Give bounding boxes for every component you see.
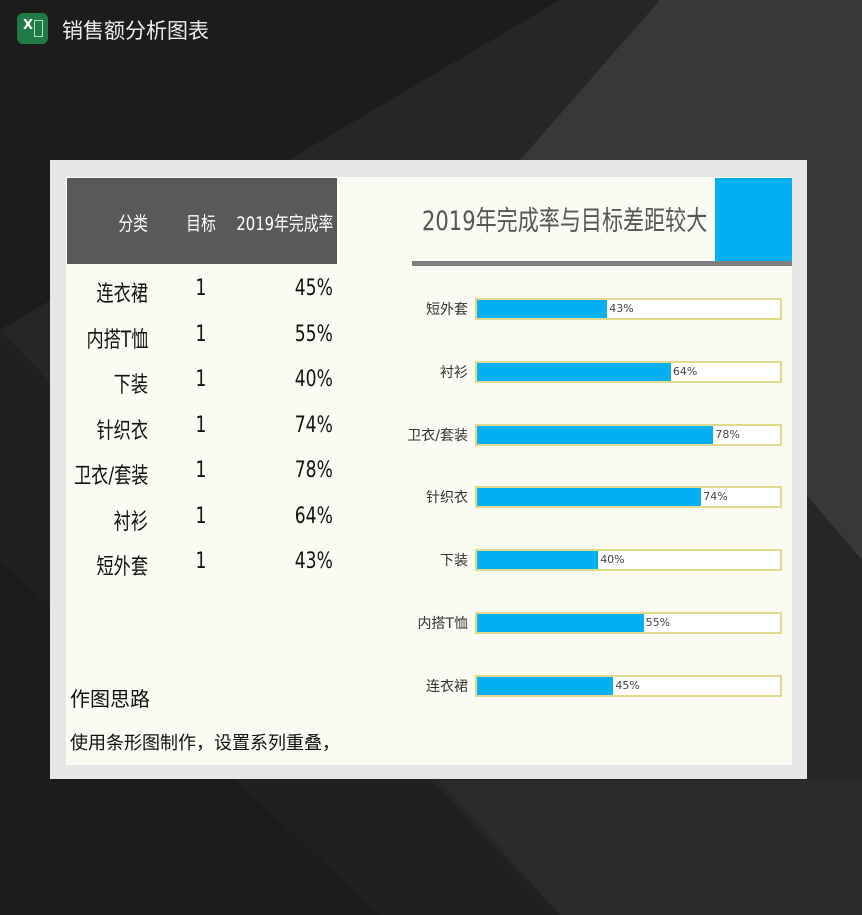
target-bar: 55% bbox=[475, 612, 782, 634]
cell-category: 内搭T恤 bbox=[86, 327, 148, 353]
bar-value-label: 78% bbox=[715, 427, 740, 441]
bar-category-label: 短外套 bbox=[426, 302, 468, 318]
target-bar: 74% bbox=[475, 486, 782, 509]
target-bar: 45% bbox=[475, 674, 782, 697]
notes-heading: 作图思路 bbox=[70, 687, 150, 711]
target-bar: 43% bbox=[475, 298, 782, 320]
cell-rate: 43% bbox=[294, 549, 333, 574]
rate-bar bbox=[477, 300, 608, 318]
cell-target: 1 bbox=[195, 321, 207, 347]
cell-target: 1 bbox=[195, 276, 207, 301]
bar-category-label: 下装 bbox=[440, 553, 468, 570]
rate-bar bbox=[477, 676, 614, 695]
target-bar: 40% bbox=[475, 549, 782, 572]
sheet-content: 分类 目标 2019年完成率 连衣裙 1 45% 内搭T恤 1 55% 下装 1 40% 针织衣 1… bbox=[66, 177, 792, 765]
table-row: 针织衣 1 74% bbox=[67, 413, 337, 453]
rate-bar bbox=[477, 551, 599, 570]
chart-title: 2019年完成率与目标差距较大 bbox=[422, 206, 708, 237]
bar-category-label: 卫衣/套装 bbox=[407, 427, 468, 444]
excel-icon: X bbox=[17, 13, 48, 44]
bar-category-label: 衬衫 bbox=[440, 364, 468, 381]
bar-value-label: 74% bbox=[703, 490, 728, 504]
target-bar: 64% bbox=[475, 360, 782, 383]
rate-bar bbox=[477, 614, 644, 632]
bar-category-label: 针织衣 bbox=[426, 490, 468, 507]
cell-rate: 78% bbox=[294, 458, 333, 483]
cell-target: 1 bbox=[195, 367, 207, 392]
cell-rate: 64% bbox=[294, 503, 333, 529]
bar-row: 卫衣/套装 78% bbox=[66, 423, 792, 448]
rate-bar bbox=[477, 425, 714, 444]
cell-rate: 74% bbox=[294, 412, 333, 438]
rate-bar bbox=[477, 362, 671, 381]
bar-category-label: 内搭T恤 bbox=[417, 616, 468, 632]
bar-value-label: 40% bbox=[600, 553, 625, 567]
sheet-card: 分类 目标 2019年完成率 连衣裙 1 45% 内搭T恤 1 55% 下装 1 40% 针织衣 1… bbox=[50, 160, 807, 779]
title-rule bbox=[412, 261, 792, 266]
table-header: 分类 目标 2019年完成率 bbox=[67, 178, 337, 264]
cell-target: 1 bbox=[195, 458, 207, 483]
cell-rate: 40% bbox=[294, 367, 333, 392]
notes-text: 使用条形图制作，设置系列重叠， bbox=[70, 733, 340, 754]
table-row: 连衣裙 1 45% bbox=[67, 276, 337, 316]
accent-block bbox=[715, 178, 792, 262]
header-category: 分类 bbox=[118, 213, 148, 235]
title-bar: X 销售额分析图表 bbox=[0, 0, 862, 60]
bar-row: 内搭T恤 55% bbox=[66, 612, 792, 636]
table-row: 卫衣/套装 1 78% bbox=[67, 458, 337, 498]
table-row: 衬衫 1 64% bbox=[67, 504, 337, 544]
table-row: 下装 1 40% bbox=[67, 367, 337, 407]
cell-category: 针织衣 bbox=[96, 418, 148, 444]
cell-target: 1 bbox=[195, 412, 207, 438]
cell-rate: 45% bbox=[294, 276, 333, 301]
bar-category-label: 连衣裙 bbox=[426, 678, 468, 695]
cell-category: 短外套 bbox=[96, 555, 148, 580]
rate-bar bbox=[477, 488, 702, 507]
bar-row: 短外套 43% bbox=[66, 298, 792, 322]
header-rate: 2019年完成率 bbox=[235, 213, 333, 235]
header-target: 目标 bbox=[186, 213, 216, 235]
bar-row: 连衣裙 45% bbox=[66, 674, 792, 699]
bar-value-label: 43% bbox=[609, 302, 634, 315]
table-row: 短外套 1 43% bbox=[67, 549, 337, 589]
table-row: 内搭T恤 1 55% bbox=[67, 322, 337, 362]
bar-value-label: 64% bbox=[672, 364, 698, 378]
cell-target: 1 bbox=[195, 503, 207, 529]
target-bar: 78% bbox=[475, 423, 782, 446]
cell-category: 下装 bbox=[113, 373, 148, 398]
bar-value-label: 45% bbox=[615, 678, 640, 692]
bar-row: 下装 40% bbox=[66, 549, 792, 573]
bar-row: 针织衣 74% bbox=[66, 486, 792, 510]
cell-category: 连衣裙 bbox=[96, 282, 148, 307]
cell-rate: 55% bbox=[294, 321, 333, 347]
cell-target: 1 bbox=[195, 549, 207, 574]
bar-value-label: 55% bbox=[645, 616, 671, 629]
cell-category: 衬衫 bbox=[113, 509, 148, 535]
cell-category: 卫衣/套装 bbox=[73, 464, 148, 489]
app-title: 销售额分析图表 bbox=[62, 19, 209, 43]
bar-row: 衬衫 64% bbox=[66, 360, 792, 385]
